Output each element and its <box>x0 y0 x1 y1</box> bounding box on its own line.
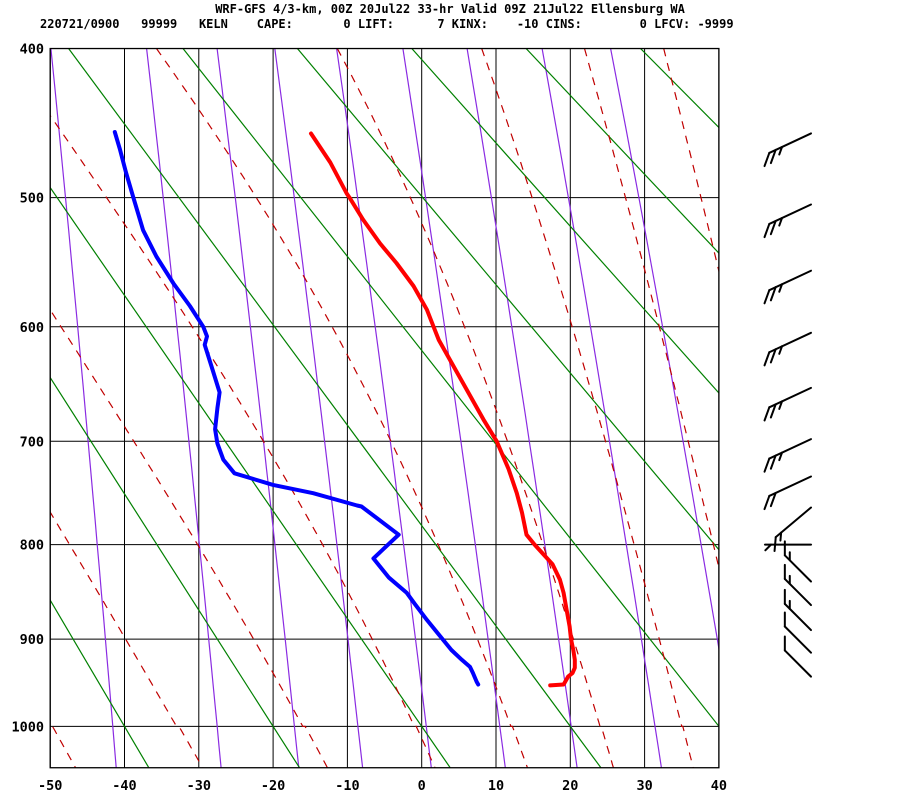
temperature-trace <box>309 131 577 688</box>
chart-title: WRF-GFS 4/3-km, 00Z 20Jul22 33-hr Valid … <box>215 2 685 16</box>
mixing-ratio-line <box>146 48 222 768</box>
temperature-label--20: -20 <box>261 778 285 794</box>
moist-adiabat-line <box>50 114 436 768</box>
wind-barb-555hPa <box>763 269 812 305</box>
wind-barb-890hPa <box>783 588 812 632</box>
temperature-label--10: -10 <box>335 778 359 794</box>
wind-barb-505hPa <box>763 203 812 239</box>
temperature-label--40: -40 <box>112 778 136 794</box>
moist-adiabat-line <box>50 725 77 768</box>
dry-adiabat-line <box>182 48 719 728</box>
plot-border <box>49 47 720 769</box>
grid-lines <box>49 48 720 768</box>
dry-adiabat-line <box>50 598 150 768</box>
moist-adiabat-line <box>583 48 719 571</box>
dry-adiabat-line <box>411 48 719 394</box>
moist-adiabat-line <box>50 510 204 768</box>
dry-adiabat-line <box>50 376 301 768</box>
temperature-label-20: 20 <box>562 778 578 794</box>
mixing-ratio-line <box>610 48 719 653</box>
wind-barb-800hPa <box>764 543 812 552</box>
wind-barb-942hPa <box>783 635 812 678</box>
wind-barb-915hPa <box>783 611 812 654</box>
mixing-ratio-line <box>336 48 432 768</box>
pressure-label-400: 400 <box>20 42 44 58</box>
mixing-ratio-lines <box>50 48 719 768</box>
moist-adiabat-line <box>663 48 719 274</box>
pressure-label-600: 600 <box>20 320 44 336</box>
wind-barb-455hPa <box>763 132 812 168</box>
dry-adiabat-line <box>296 48 719 551</box>
wind-barb-863hPa <box>783 563 812 607</box>
moist-adiabats <box>50 48 719 768</box>
dry-adiabat-line <box>525 48 719 255</box>
mixing-ratio-line <box>274 48 364 768</box>
mixing-ratio-line <box>50 48 117 768</box>
dry-adiabat-line <box>50 186 451 768</box>
moist-adiabat-line <box>336 48 614 768</box>
dry-adiabat-line <box>640 48 719 129</box>
pressure-label-500: 500 <box>20 191 44 207</box>
moist-adiabat-line <box>481 48 694 768</box>
temperature-label-30: 30 <box>636 778 652 794</box>
mixing-ratio-line <box>216 48 300 768</box>
temperature-label-40: 40 <box>711 778 727 794</box>
temperature-label--50: -50 <box>38 778 62 794</box>
wind-barb-733hPa <box>763 475 812 511</box>
axis-labels: 400 500 600 700 800 900 1000 -50 -40 -30 -20 -10 0 10… <box>11 42 727 794</box>
moist-adiabat-line <box>156 48 528 768</box>
pressure-label-900: 900 <box>20 632 44 648</box>
mixing-ratio-line <box>466 48 578 768</box>
mixing-ratio-line <box>402 48 506 768</box>
wind-barb-838hPa <box>783 540 812 583</box>
chart-params-line: 220721/0900 99999 KELN CAPE: 0 LIFT: 7 K… <box>40 17 734 31</box>
pressure-label-800: 800 <box>20 538 44 554</box>
temperature-label-0: 0 <box>418 778 426 794</box>
mixing-ratio-line <box>541 48 662 768</box>
wind-barb-column <box>763 132 812 678</box>
dewpoint-trace <box>112 130 481 687</box>
wind-barb-698hPa <box>763 438 812 473</box>
temperature-label--30: -30 <box>187 778 211 794</box>
dry-adiabats <box>50 48 719 768</box>
moist-adiabat-line <box>50 308 328 768</box>
dry-adiabat-line <box>68 48 602 768</box>
wind-barb-605hPa <box>763 331 812 367</box>
sounding-traces <box>112 130 577 688</box>
pressure-label-1000: 1000 <box>11 719 44 735</box>
pressure-label-700: 700 <box>20 434 44 450</box>
wind-barb-652hPa <box>763 386 812 422</box>
temperature-label-10: 10 <box>488 778 504 794</box>
